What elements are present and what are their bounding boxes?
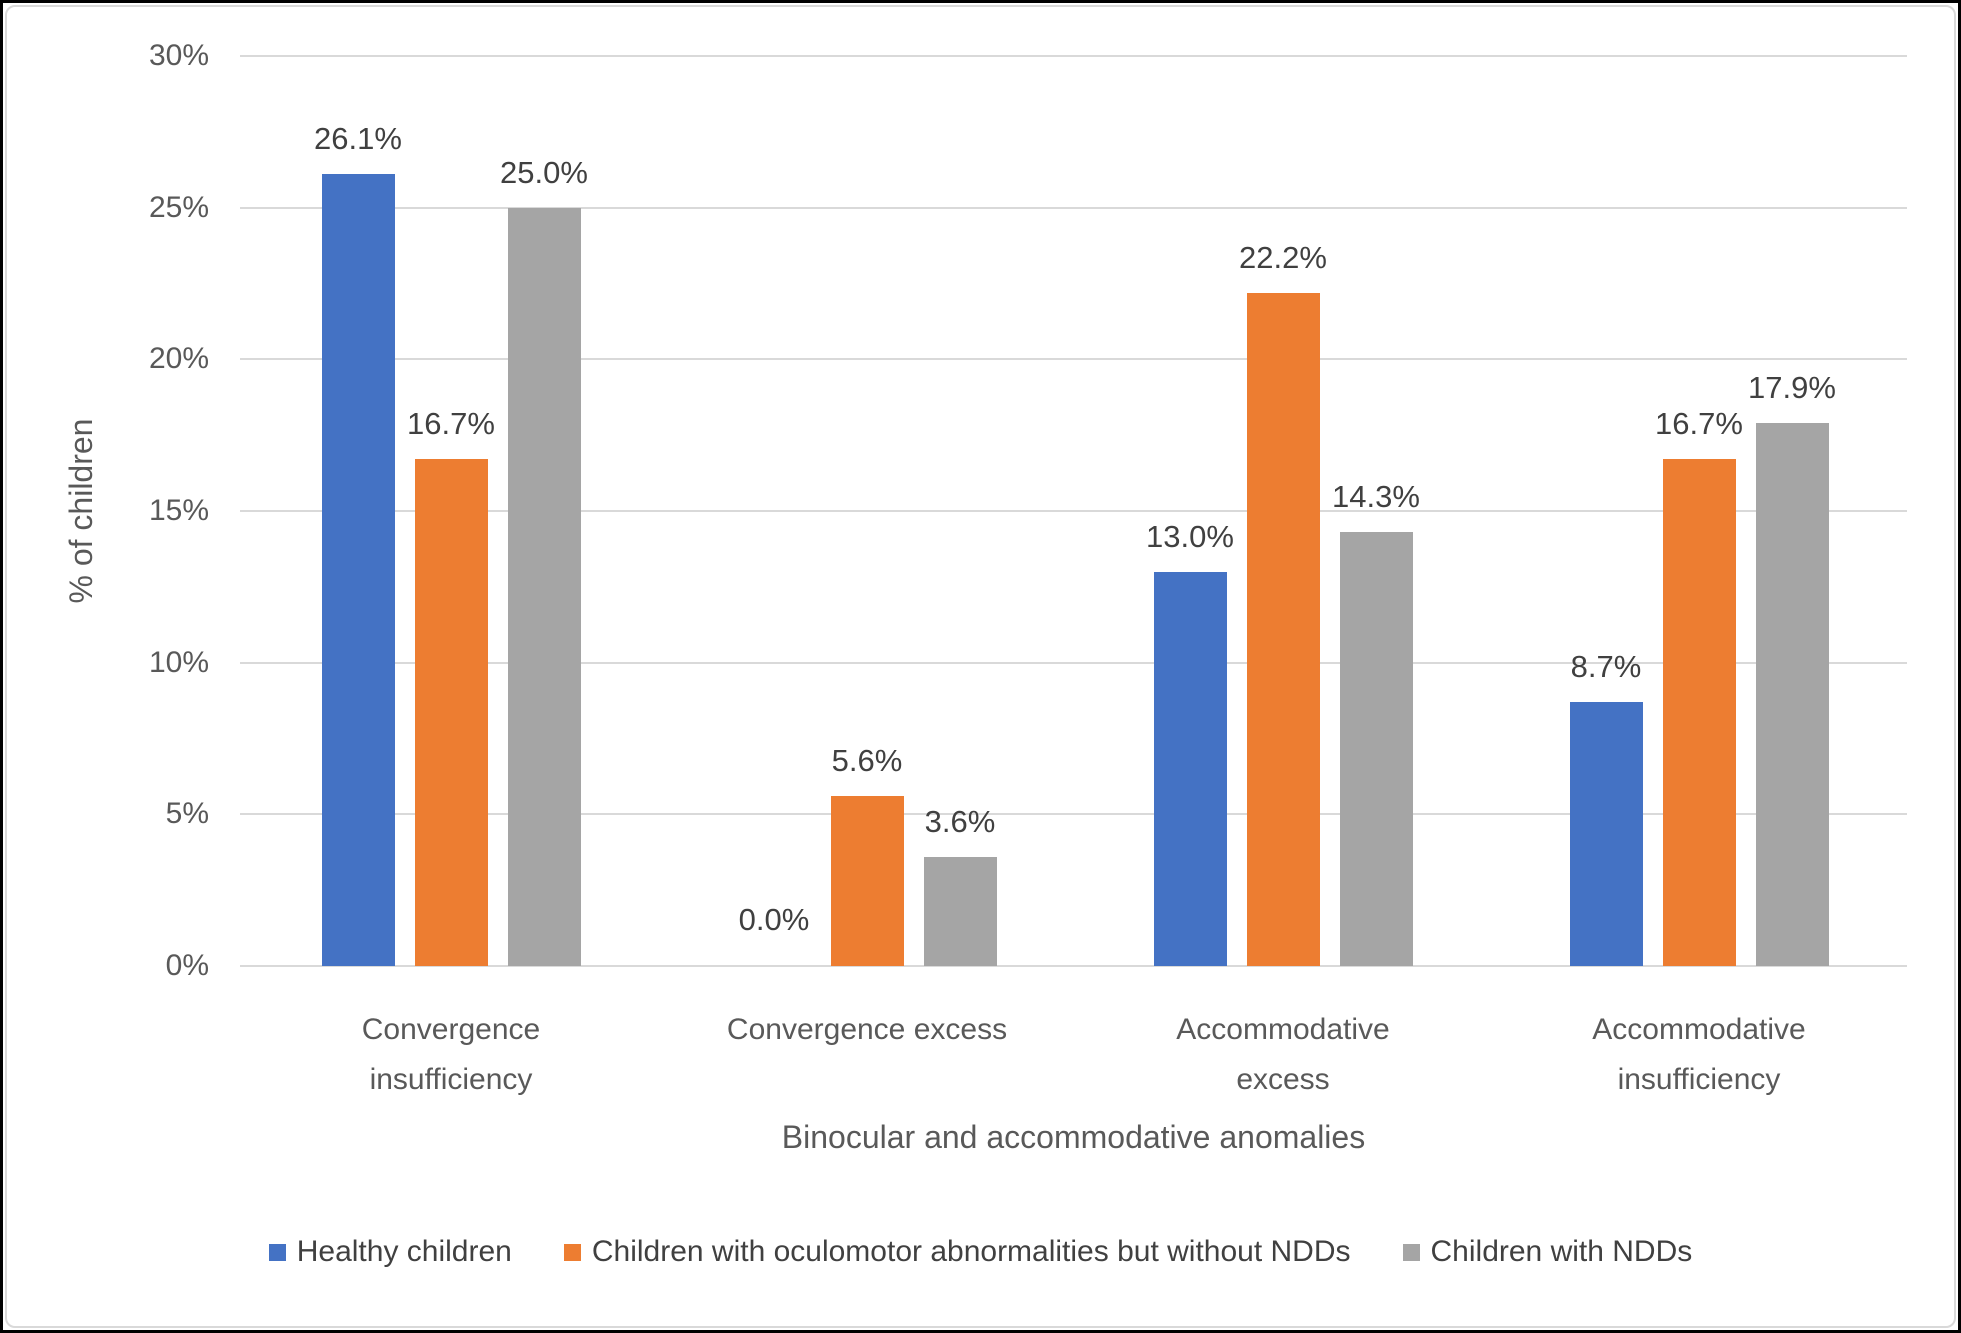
data-label-children-with-ndds-convergence-excess: 3.6% xyxy=(924,803,996,839)
y-tick-label-10%: 10% xyxy=(148,646,209,679)
data-label-healthy-children-accommodative-excess: 13.0% xyxy=(1146,518,1234,554)
data-label-children-with-oculomotor-abnormalities-but-without-ndds-accommodative-excess: 22.2% xyxy=(1239,239,1327,275)
category-label-accommodative-excess: Accommodative excess xyxy=(1176,1013,1390,1096)
data-label-healthy-children-convergence-insufficiency: 26.1% xyxy=(314,121,402,157)
legend-label-children-with-ndds: Children with NDDs xyxy=(1430,1235,1693,1268)
y-tick-label-15%: 15% xyxy=(148,494,209,527)
category-label-convergence-excess: Convergence excess xyxy=(726,1013,1008,1046)
bar-healthy-children-convergence-insufficiency xyxy=(321,174,395,966)
legend-item-children-with-oculomotor-abnormalities-but-without-ndds: Children with oculomotor abnormalities b… xyxy=(563,1235,1351,1269)
data-label-children-with-ndds-accommodative-insufficiency: 17.9% xyxy=(1748,370,1836,406)
bar-children-with-oculomotor-abnormalities-but-without-ndds-accommodative-excess xyxy=(1246,292,1320,966)
y-tick-label-20%: 20% xyxy=(148,342,209,375)
x-axis-title: Binocular and accommodative anomalies xyxy=(781,1119,1366,1155)
x-axis-line xyxy=(240,965,1907,967)
data-label-children-with-oculomotor-abnormalities-but-without-ndds-accommodative-insufficiency: 16.7% xyxy=(1655,406,1743,442)
gridline-25% xyxy=(240,207,1907,209)
data-label-children-with-ndds-convergence-insufficiency: 25.0% xyxy=(500,154,588,190)
data-label-children-with-ndds-accommodative-excess: 14.3% xyxy=(1332,479,1420,515)
y-tick-label-0%: 0% xyxy=(165,949,209,982)
bar-children-with-oculomotor-abnormalities-but-without-ndds-convergence-insufficiency xyxy=(414,459,488,966)
legend-swatch-children-with-ndds xyxy=(1402,1243,1420,1261)
bar-children-with-ndds-convergence-insufficiency xyxy=(507,207,581,966)
bar-children-with-oculomotor-abnormalities-but-without-ndds-convergence-excess xyxy=(830,796,904,966)
data-label-children-with-oculomotor-abnormalities-but-without-ndds-convergence-insufficiency: 16.7% xyxy=(407,406,495,442)
legend: Healthy children Children with oculomotor… xyxy=(3,1235,1958,1269)
y-tick-label-5%: 5% xyxy=(165,797,209,830)
bar-children-with-ndds-convergence-excess xyxy=(923,856,997,966)
bar-healthy-children-accommodative-excess xyxy=(1153,571,1227,966)
chart-border xyxy=(5,5,1956,1328)
y-tick-label-25%: 25% xyxy=(148,191,209,224)
data-label-children-with-oculomotor-abnormalities-but-without-ndds-convergence-excess: 5.6% xyxy=(831,743,903,779)
legend-swatch-healthy-children xyxy=(268,1243,286,1261)
gridline-30% xyxy=(240,55,1907,57)
gridline-20% xyxy=(240,358,1907,360)
legend-item-children-with-ndds: Children with NDDs xyxy=(1402,1235,1693,1269)
chart-canvas: % of children 0% 5% 10% 15% 20% 25% 30% 26.1% 1… xyxy=(3,3,1958,1330)
bar-healthy-children-accommodative-insufficiency xyxy=(1569,702,1643,966)
category-label-convergence-insufficiency: Convergence insufficiency xyxy=(361,1013,541,1096)
bar-children-with-oculomotor-abnormalities-but-without-ndds-accommodative-insufficiency xyxy=(1662,459,1736,966)
data-label-healthy-children-accommodative-insufficiency: 8.7% xyxy=(1570,649,1642,685)
gridline-10% xyxy=(240,662,1907,664)
gridline-5% xyxy=(240,813,1907,815)
gridline-15% xyxy=(240,510,1907,512)
legend-label-healthy-children: Healthy children xyxy=(296,1235,512,1268)
legend-label-children-with-oculomotor-abnormalities-but-without-ndds: Children with oculomotor abnormalities b… xyxy=(591,1235,1351,1268)
category-label-accommodative-insufficiency: Accommodative insufficiency xyxy=(1592,1013,1806,1096)
y-tick-label-30%: 30% xyxy=(148,39,209,72)
bar-children-with-ndds-accommodative-insufficiency xyxy=(1755,423,1829,966)
bar-children-with-ndds-accommodative-excess xyxy=(1339,532,1413,966)
data-label-healthy-children-convergence-excess: 0.0% xyxy=(738,902,810,937)
legend-item-healthy-children: Healthy children xyxy=(268,1235,512,1269)
legend-swatch-children-with-oculomotor-abnormalities-but-without-ndds xyxy=(563,1243,581,1261)
